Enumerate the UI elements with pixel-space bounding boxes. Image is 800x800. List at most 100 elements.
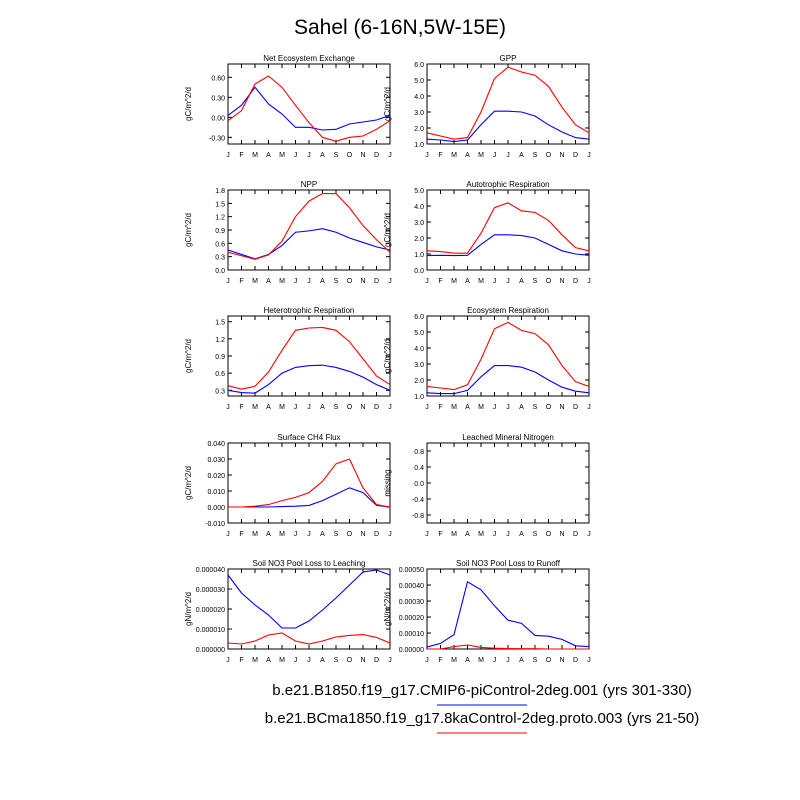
- series-line-a: [227, 228, 391, 260]
- x-tick-label: J: [587, 404, 591, 411]
- y-axis-label: gC/m^2/d: [383, 87, 392, 121]
- x-tick-label: J: [388, 152, 392, 159]
- x-tick-label: M: [478, 531, 484, 538]
- plot-frame: [227, 568, 391, 650]
- y-tick-label: 5.0: [414, 330, 424, 337]
- y-tick-label: 0.60: [211, 75, 225, 82]
- x-tick-label: M: [478, 278, 484, 285]
- x-tick-label: F: [438, 278, 442, 285]
- x-tick-label: D: [573, 404, 578, 411]
- y-tick-label: 0.030: [207, 457, 225, 464]
- x-tick-label: D: [374, 278, 379, 285]
- x-tick-label: M: [279, 404, 285, 411]
- series-line-b: [227, 632, 391, 645]
- y-tick-label: 2.0: [414, 126, 424, 133]
- plot-frame: [426, 442, 590, 524]
- x-tick-label: J: [506, 404, 510, 411]
- x-tick-label: J: [587, 278, 591, 285]
- series-line-a: [227, 364, 391, 394]
- panels: Net Ecosystem ExchangegC/m^2/d-0.300.000…: [184, 54, 591, 664]
- x-tick-label: M: [279, 278, 285, 285]
- x-tick-label: A: [465, 152, 470, 159]
- y-tick-label: 0.00: [211, 115, 225, 122]
- panel-title: Soil NO3 Pool Loss to Leaching: [253, 559, 366, 568]
- x-tick-label: A: [519, 657, 524, 664]
- x-tick-label: M: [451, 657, 457, 664]
- x-tick-label: A: [465, 278, 470, 285]
- y-tick-label: 0.010: [207, 489, 225, 496]
- panel-title: Ecosystem Respiration: [467, 306, 549, 315]
- x-tick-label: M: [451, 278, 457, 285]
- x-tick-label: F: [438, 152, 442, 159]
- x-tick-label: A: [320, 657, 325, 664]
- x-tick-label: O: [546, 278, 552, 285]
- y-tick-label: 0.9: [215, 228, 225, 235]
- y-tick-label: 0.000000: [196, 647, 225, 654]
- x-tick-label: O: [347, 657, 353, 664]
- x-tick-label: M: [252, 278, 258, 285]
- x-tick-label: J: [226, 404, 230, 411]
- x-tick-label: S: [334, 278, 339, 285]
- y-axis-label: gN/m^2/d: [184, 592, 193, 626]
- x-tick-label: N: [360, 404, 365, 411]
- x-tick-label: D: [573, 278, 578, 285]
- plot-frame: [227, 63, 391, 145]
- x-tick-label: J: [587, 657, 591, 664]
- x-tick-label: D: [573, 531, 578, 538]
- x-tick-label: M: [279, 657, 285, 664]
- y-tick-label: 0.3: [215, 255, 225, 262]
- y-tick-label: 0.8: [414, 449, 424, 456]
- series-line-b: [426, 202, 590, 254]
- x-tick-label: M: [478, 657, 484, 664]
- x-tick-label: O: [347, 278, 353, 285]
- series-line-a: [227, 569, 391, 629]
- plot-frame: [426, 315, 590, 397]
- y-tick-label: 1.8: [215, 188, 225, 195]
- y-tick-label: 1.5: [215, 320, 225, 327]
- panel-leached-mineral-nitrogen: Leached Mineral Nitrogen missing -0.8 -0.4 0…: [383, 433, 591, 538]
- x-tick-label: J: [294, 152, 298, 159]
- y-tick-label: -0.010: [205, 521, 225, 528]
- x-tick-label: S: [533, 404, 538, 411]
- series-line-a: [228, 487, 391, 508]
- x-tick-label: M: [478, 404, 484, 411]
- y-tick-label: 0.000040: [196, 567, 225, 574]
- x-tick-label: J: [294, 531, 298, 538]
- x-tick-label: J: [493, 152, 497, 159]
- y-tick-label: 0.020: [207, 473, 225, 480]
- x-tick-label: J: [493, 657, 497, 664]
- panel-title: GPP: [500, 54, 517, 63]
- x-tick-label: J: [226, 657, 230, 664]
- x-tick-label: J: [388, 531, 392, 538]
- y-tick-label: 1.0: [414, 142, 424, 149]
- x-tick-label: N: [559, 278, 564, 285]
- y-tick-label: 3.0: [414, 362, 424, 369]
- y-tick-label: 0.0: [215, 268, 225, 275]
- x-tick-label: A: [519, 404, 524, 411]
- series-line-b: [227, 193, 391, 260]
- y-tick-label: 0.6: [215, 241, 225, 248]
- x-tick-label: F: [239, 278, 243, 285]
- y-tick-label: 0.4: [414, 465, 424, 472]
- x-tick-label: A: [320, 404, 325, 411]
- x-tick-label: J: [587, 152, 591, 159]
- x-tick-label: J: [307, 531, 311, 538]
- x-tick-label: A: [465, 657, 470, 664]
- x-tick-label: N: [360, 531, 365, 538]
- y-axis-label: missing: [383, 469, 392, 496]
- y-tick-label: 0.3: [215, 388, 225, 395]
- x-tick-label: M: [252, 531, 258, 538]
- x-tick-label: D: [573, 657, 578, 664]
- y-tick-label: 0.6: [215, 371, 225, 378]
- x-tick-label: D: [573, 152, 578, 159]
- x-tick-label: F: [438, 404, 442, 411]
- series-line-b: [426, 66, 590, 140]
- x-tick-label: N: [559, 531, 564, 538]
- x-tick-label: J: [307, 152, 311, 159]
- y-tick-label: 0.00040: [399, 583, 424, 590]
- y-tick-label: 4.0: [414, 204, 424, 211]
- y-tick-label: 0.00000: [399, 647, 424, 654]
- y-tick-label: 5.0: [414, 78, 424, 85]
- x-tick-label: M: [451, 404, 457, 411]
